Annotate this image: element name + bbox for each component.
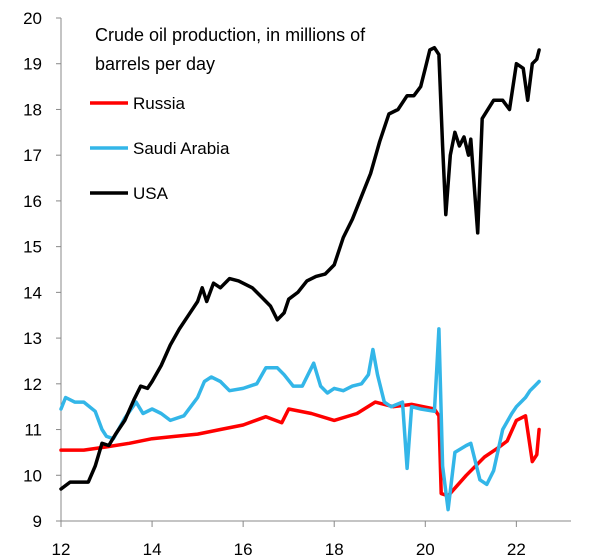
- x-tick-label: 18: [325, 540, 344, 559]
- y-tick-label: 19: [23, 55, 42, 74]
- x-tick-label: 14: [143, 540, 162, 559]
- chart-title-line-1: Crude oil production, in millions of: [95, 25, 366, 45]
- y-tick-label: 14: [23, 283, 42, 302]
- series-layer: [59, 45, 541, 512]
- series-line-usa: [59, 45, 541, 491]
- series-line-russia: [59, 400, 541, 498]
- y-tick-label: 16: [23, 192, 42, 211]
- x-tick-label: 22: [507, 540, 526, 559]
- x-tick-label: 16: [234, 540, 253, 559]
- y-tick-label: 9: [33, 512, 42, 531]
- y-tick-label: 15: [23, 238, 42, 257]
- legend-label-saudi-arabia: Saudi Arabia: [133, 139, 230, 158]
- legend-label-usa: USA: [133, 184, 169, 203]
- legend-label-russia: Russia: [133, 94, 186, 113]
- x-tick-label: 20: [416, 540, 435, 559]
- chart-title: Crude oil production, in millions of bar…: [95, 25, 366, 74]
- y-tick-label: 12: [23, 375, 42, 394]
- y-tick-label: 10: [23, 466, 42, 485]
- x-axis: 12 14 16 18 20 22: [52, 520, 571, 559]
- y-tick-label: 17: [23, 146, 42, 165]
- y-axis: 9 10 11 12 13 14 15 16 17 18 19 20: [23, 9, 62, 531]
- y-tick-label: 20: [23, 9, 42, 28]
- y-tick-label: 11: [24, 421, 42, 440]
- series-line-saudi-arabia: [59, 327, 541, 512]
- legend: Russia Saudi Arabia USA: [90, 94, 230, 203]
- chart-title-line-2: barrels per day: [95, 54, 215, 74]
- y-tick-label: 18: [23, 100, 42, 119]
- x-tick-label: 12: [52, 540, 71, 559]
- y-tick-label: 13: [23, 329, 42, 348]
